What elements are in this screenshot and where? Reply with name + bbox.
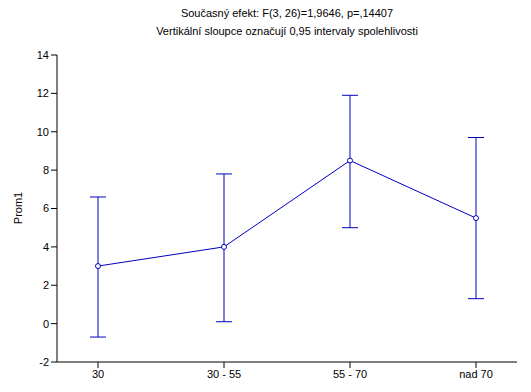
svg-text:55 - 70: 55 - 70 [333,368,367,380]
svg-text:14: 14 [37,49,49,61]
svg-text:30 - 55: 30 - 55 [207,368,241,380]
svg-text:6: 6 [43,202,49,214]
svg-text:4: 4 [43,241,49,253]
svg-text:2: 2 [43,279,49,291]
html-text:Vertikální sloupce označují 0,: Vertikální sloupce označují 0,95 interva… [156,25,418,37]
svg-text:-2: -2 [39,356,49,368]
svg-text:8: 8 [43,164,49,176]
svg-text:0: 0 [43,318,49,330]
svg-text:12: 12 [37,87,49,99]
svg-text:nad 70: nad 70 [459,368,493,380]
html-text:Prom1: Prom1 [12,191,24,225]
svg-text:30: 30 [92,368,104,380]
html-text:Současný efekt: F(3, 26)=1,964: Současný efekt: F(3, 26)=1,9646, p=,1440… [180,7,394,19]
svg-text:10: 10 [37,126,49,138]
